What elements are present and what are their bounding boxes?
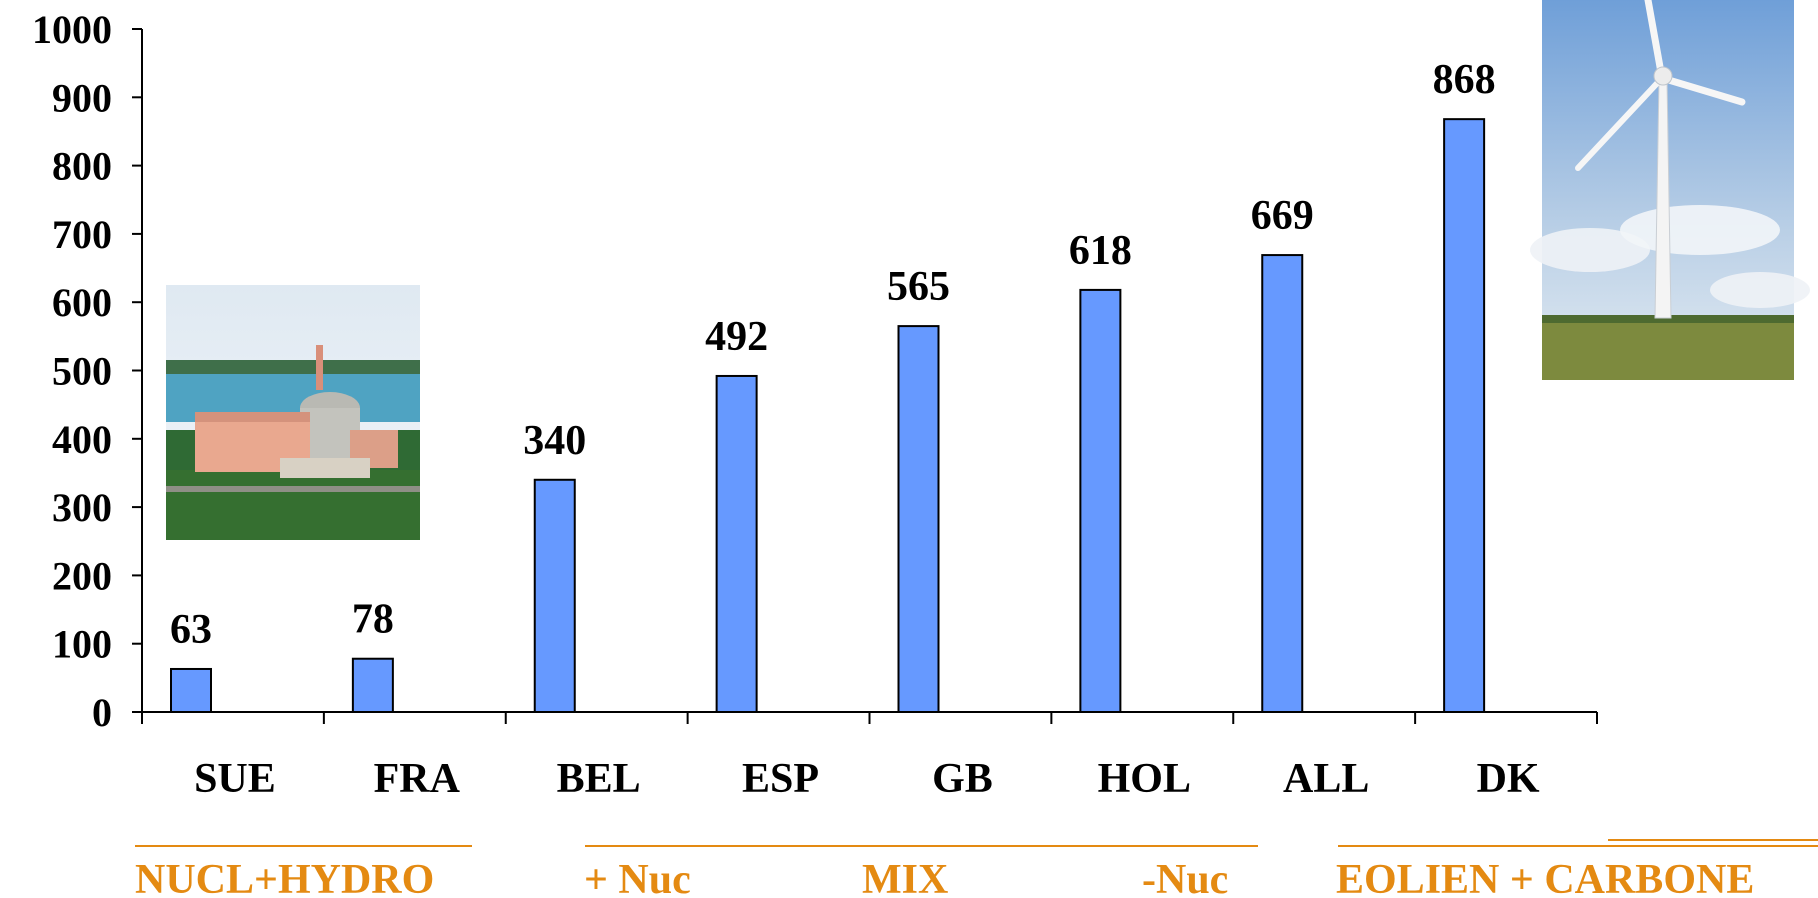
bar-esp (715, 374, 758, 713)
data-label: 669 (1251, 193, 1314, 239)
group-nucl-hydro: NUCL+HYDRO (135, 857, 434, 898)
data-label: 868 (1433, 57, 1496, 103)
bar-all (1261, 254, 1304, 713)
category-label: ESP (742, 756, 819, 802)
category-label: FRA (374, 756, 461, 802)
y-tick-label: 400 (52, 417, 112, 462)
bar-fra (351, 657, 394, 714)
bars (170, 118, 1486, 714)
y-tick-label: 700 (52, 212, 112, 257)
data-label: 340 (523, 418, 586, 464)
y-tick-label: 900 (52, 75, 112, 120)
y-tick-label: 200 (52, 553, 112, 598)
category-label: ALL (1283, 756, 1369, 802)
bar-hol (1079, 288, 1122, 713)
data-label: 618 (1069, 228, 1132, 274)
category-label: GB (932, 756, 993, 802)
group-annotations: NUCL+HYDRO + Nuc MIX -Nuc EOLIEN + CARBO… (135, 839, 1818, 898)
y-axis-ticks: 0 100 200 300 400 500 600 700 800 900 1000 (32, 7, 142, 735)
group-minus-nuc: -Nuc (1142, 857, 1228, 898)
x-axis-ticks (141, 712, 1598, 724)
category-label: DK (1477, 756, 1540, 802)
nuclear-power-plant-photo (166, 285, 420, 540)
data-label: 78 (352, 597, 394, 643)
wind-turbine-photo (1530, 0, 1810, 380)
group-plus-nuc: + Nuc (584, 857, 691, 898)
category-labels: SUE FRA BEL ESP GB HOL ALL DK (194, 756, 1540, 802)
y-tick-label: 0 (92, 690, 112, 735)
data-label: 492 (705, 314, 768, 360)
group-mix: MIX (862, 857, 948, 898)
category-label: SUE (194, 756, 276, 802)
y-tick-label: 1000 (32, 7, 112, 52)
y-tick-label: 800 (52, 144, 112, 189)
category-label: HOL (1098, 756, 1191, 802)
y-tick-label: 100 (52, 622, 112, 667)
y-tick-label: 300 (52, 485, 112, 530)
group-eolien-carbone: EOLIEN + CARBONE (1336, 857, 1754, 898)
y-tick-label: 500 (52, 349, 112, 394)
y-tick-label: 600 (52, 280, 112, 325)
bar-bel (533, 478, 576, 713)
bar-dk (1443, 118, 1486, 713)
category-label: BEL (557, 756, 641, 802)
data-labels: 63 78 340 492 565 618 669 868 (170, 57, 1496, 653)
data-label: 63 (170, 607, 212, 653)
bar-sue (170, 667, 212, 714)
data-label: 565 (887, 264, 950, 310)
bar-gb (897, 325, 940, 713)
